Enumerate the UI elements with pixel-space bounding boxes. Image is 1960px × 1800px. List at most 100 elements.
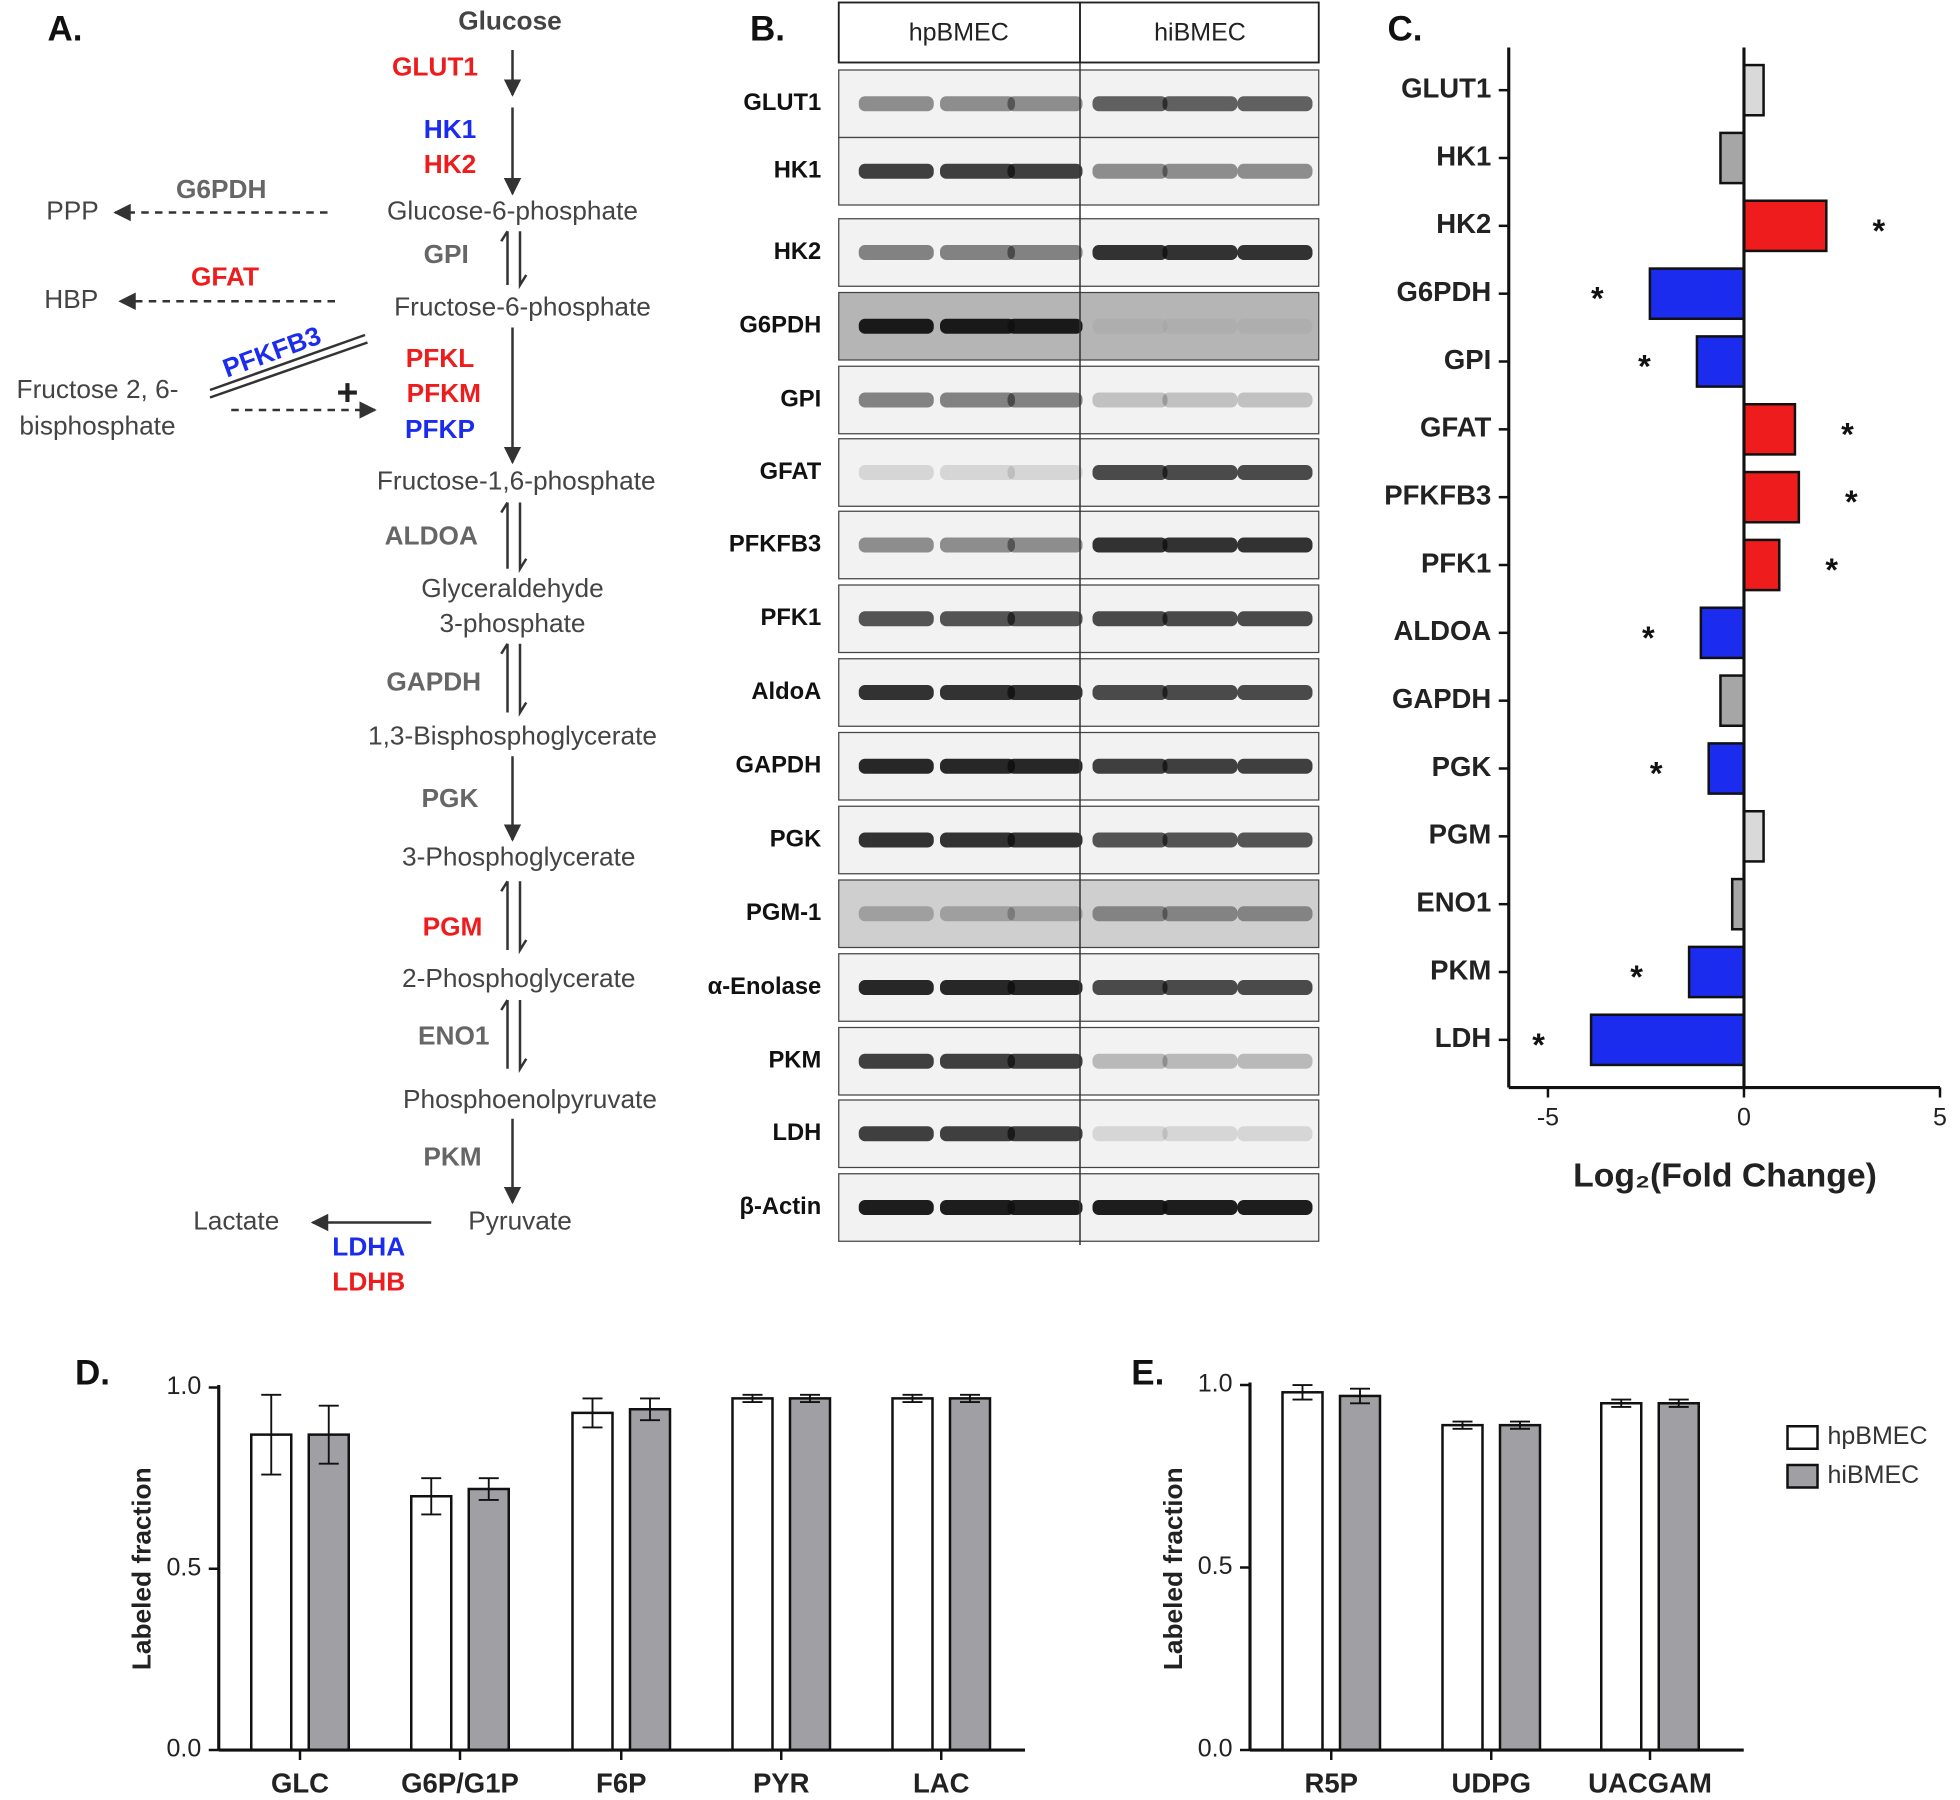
blot-strip (838, 879, 1320, 949)
side-product: Fructose 2, 6- (17, 374, 179, 404)
blot-band (1007, 980, 1083, 995)
enzyme-label: LDHB (332, 1267, 405, 1297)
legend-label: hpBMEC (1828, 1422, 1928, 1450)
blot-band (1007, 758, 1083, 774)
enzyme-label: ENO1 (418, 1020, 489, 1050)
blot-band (940, 1126, 1015, 1142)
blot-band (940, 465, 1015, 480)
metabolite: Fructose-6-phosphate (394, 292, 651, 322)
blot-row-label: α-Enolase (708, 973, 822, 1000)
error-bar (1611, 1398, 1632, 1408)
significance-mark: * (1630, 959, 1643, 995)
bar (1730, 877, 1746, 931)
enzyme-label: HK1 (424, 114, 477, 144)
blot-row-label: GPI (780, 385, 821, 412)
x-tick-label: -5 (1537, 1103, 1559, 1131)
bar (1648, 267, 1746, 321)
blot-band (858, 685, 934, 700)
side-product: Lactate (193, 1205, 279, 1235)
blot-band (1237, 245, 1313, 260)
blot-band (858, 163, 934, 179)
bar (628, 1408, 672, 1752)
category-label: GLUT1 (1401, 72, 1491, 103)
blot-band (1237, 1200, 1313, 1215)
blot-row-label: PKM (768, 1047, 821, 1074)
blot-band (1162, 392, 1238, 408)
significance-mark: * (1638, 349, 1651, 385)
blot-band (1007, 1053, 1083, 1069)
blot-band (858, 1126, 934, 1142)
bar (467, 1487, 510, 1752)
blot-band (1162, 245, 1238, 260)
blot-band (1092, 758, 1168, 774)
blot-band (940, 611, 1015, 627)
blot-band (1237, 832, 1313, 848)
blot-band (858, 832, 934, 848)
y-tick-label: 1.0 (166, 1372, 201, 1400)
blot-band (1007, 163, 1083, 179)
blot-band (940, 832, 1015, 848)
category-label: PFKFB3 (1384, 479, 1491, 510)
bar (1742, 63, 1765, 117)
x-axis-title: Log₂(Fold Change) (1573, 1156, 1877, 1194)
bar (1742, 538, 1781, 592)
blot-band (1237, 611, 1313, 627)
metabolite: Pyruvate (468, 1205, 572, 1235)
pathway-arrows (113, 50, 528, 1232)
blot-band (1162, 465, 1238, 480)
blot-band (1092, 96, 1168, 112)
bar (1699, 606, 1746, 660)
category-label: G6PDH (1397, 276, 1492, 307)
error-bar (800, 1393, 820, 1403)
blot-band (1237, 685, 1313, 700)
blot-band (858, 465, 934, 480)
blot-band (1092, 832, 1168, 848)
category-label: GFAT (1420, 412, 1491, 443)
blot-band (858, 611, 934, 627)
enzyme-label: PFKL (406, 343, 475, 373)
enzyme-label: PGM (423, 912, 483, 942)
bar (1338, 1394, 1382, 1752)
blot-band (1237, 318, 1313, 334)
blot-row-label: β-Actin (739, 1193, 821, 1220)
blot-band (1092, 1200, 1168, 1215)
blot-band (1162, 906, 1238, 922)
bar (1742, 199, 1828, 253)
side-product: bisphosphate (19, 410, 175, 440)
x-tick-label: LAC (913, 1767, 970, 1798)
x-tick-label: G6P/G1P (401, 1767, 519, 1798)
blot-band (940, 980, 1015, 995)
blot-group-label: hpBMEC (909, 18, 1009, 46)
significance-mark: * (1650, 756, 1663, 792)
enzyme-label: ALDOA (385, 520, 478, 550)
blot-band (1092, 465, 1168, 480)
bar (1281, 1391, 1324, 1752)
blot-band (1162, 1200, 1238, 1215)
enzyme-label: PFKM (407, 378, 481, 408)
blot-band (1162, 1053, 1238, 1069)
y-tick-label: 0.0 (1198, 1735, 1233, 1763)
blot-band (858, 245, 934, 260)
blot-band (1237, 163, 1313, 179)
bar (1742, 402, 1797, 456)
bar (1589, 1013, 1746, 1067)
enzyme-label: G6PDH (176, 174, 266, 204)
blot-band (1007, 1200, 1083, 1215)
error-bar (1452, 1420, 1473, 1430)
bar (250, 1433, 293, 1752)
blot-band (858, 1200, 934, 1215)
error-bar (960, 1393, 980, 1403)
category-label: HK2 (1436, 208, 1491, 239)
blot-band (1237, 392, 1313, 408)
bar (307, 1433, 350, 1752)
blot-band (940, 96, 1015, 112)
x-tick-label: PYR (753, 1767, 810, 1798)
blot-row-label: HK2 (774, 238, 822, 265)
blot-band (858, 96, 934, 112)
blot-band (1007, 832, 1083, 848)
enzyme-label: PGK (422, 783, 479, 813)
y-tick-label: 1.0 (1198, 1370, 1233, 1398)
blot-band (1092, 685, 1168, 700)
